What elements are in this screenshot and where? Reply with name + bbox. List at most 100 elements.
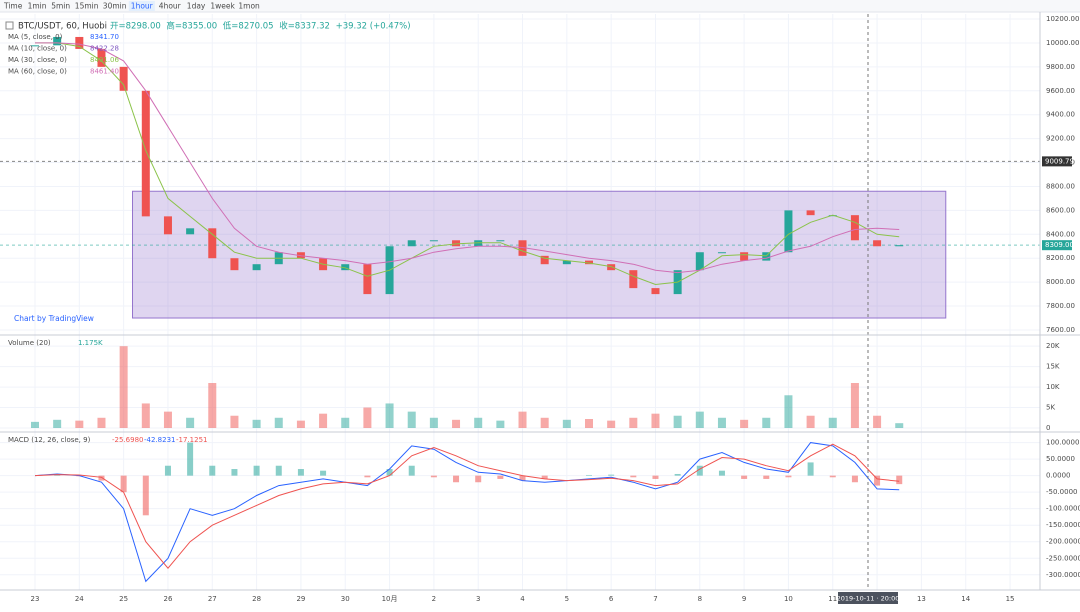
x-tick-label: 4 xyxy=(520,595,525,603)
interval-button[interactable]: 15min xyxy=(75,2,99,11)
candle xyxy=(784,210,793,253)
interval-button[interactable]: Time xyxy=(3,2,23,11)
candle xyxy=(806,210,815,216)
volume-bar xyxy=(429,417,438,428)
macd-histogram-bar xyxy=(541,475,548,479)
y-tick-label: 10200.00 xyxy=(1046,15,1079,23)
x-tick-label: 5 xyxy=(565,595,569,603)
macd-histogram-bar xyxy=(320,470,327,476)
candle xyxy=(31,45,39,47)
volume-bar xyxy=(341,417,350,428)
candle xyxy=(850,215,859,241)
plot xyxy=(0,14,1040,590)
interval-button[interactable]: 4hour xyxy=(159,2,182,11)
macd-histogram-bar xyxy=(475,475,482,483)
ma-legend-value: 8341.70 xyxy=(90,33,119,41)
crosshair-tag xyxy=(838,592,898,604)
candle xyxy=(695,252,704,271)
macd-histogram-bar xyxy=(630,475,637,478)
ohlc-value: +39.32 (+0.47%) xyxy=(336,22,411,32)
macd-histogram-bar xyxy=(851,475,858,483)
volume-bar xyxy=(208,383,217,428)
volume-bar xyxy=(252,419,261,428)
candle xyxy=(540,255,549,265)
candle xyxy=(119,66,128,91)
x-tick-label: 24 xyxy=(75,595,84,603)
x-tick-label: 3 xyxy=(476,595,480,603)
volume-bar xyxy=(496,420,505,428)
macd-histogram-bar xyxy=(785,475,792,478)
y-tick-label: 8800.00 xyxy=(1046,182,1075,190)
macd-histogram-bar xyxy=(718,470,725,476)
x-tick-label: 7 xyxy=(653,595,657,603)
x-tick-label: 10月 xyxy=(382,595,398,603)
candle xyxy=(230,258,239,271)
volume-bar xyxy=(319,413,328,428)
x-tick-label: 13 xyxy=(917,595,926,603)
price-tag-label: 9009.79 xyxy=(1045,157,1074,165)
y-tick-label: -250.0000 xyxy=(1046,554,1080,562)
candle xyxy=(97,48,106,67)
ma-legend-value: 8422.28 xyxy=(90,45,119,53)
x-tick-label: 28 xyxy=(252,595,261,603)
candle xyxy=(141,90,150,217)
volume-bar xyxy=(585,419,593,428)
macd-histogram-bar xyxy=(519,475,526,481)
volume-legend: Volume (20) xyxy=(8,339,51,347)
macd-histogram-bar xyxy=(386,469,393,476)
x-tick-label: 30 xyxy=(341,595,350,603)
macd-histogram-bar xyxy=(253,465,260,476)
macd-histogram-bar xyxy=(829,475,836,478)
macd-legend-value: -42.8231 xyxy=(144,436,175,444)
y-tick-label: 9600.00 xyxy=(1046,87,1075,95)
interval-button[interactable]: 30min xyxy=(103,2,127,11)
macd-histogram-bar xyxy=(497,475,504,479)
interval-button[interactable]: 1week xyxy=(210,2,235,11)
x-tick-label: 8 xyxy=(698,595,702,603)
price-tag-label: 8309.00 xyxy=(1045,241,1074,249)
volume-bar xyxy=(230,415,239,428)
x-tick-label: 25 xyxy=(119,595,128,603)
volume-bar xyxy=(518,411,527,428)
macd-histogram-bar xyxy=(54,474,61,476)
macd-histogram-bar xyxy=(231,469,238,476)
y-tick-label: 9200.00 xyxy=(1046,135,1075,143)
y-tick-label: -50.0000 xyxy=(1046,488,1077,496)
candle xyxy=(651,288,660,295)
volume-bar xyxy=(385,403,394,428)
volume-bar xyxy=(695,411,704,428)
x-tick-label: 23 xyxy=(31,595,40,603)
macd-histogram-bar xyxy=(608,474,615,476)
volume-bar xyxy=(629,417,638,428)
y-tick-label: -100.0000 xyxy=(1046,505,1080,513)
y-tick-label: -300.0000 xyxy=(1046,571,1080,579)
macd-histogram-bar xyxy=(98,475,105,481)
volume-bar xyxy=(119,346,128,428)
macd-histogram-bar xyxy=(586,474,592,476)
macd-histogram-bar xyxy=(408,465,415,476)
ohlc-value: 高=8355.00 xyxy=(166,21,217,32)
x-tick-label: 2 xyxy=(432,595,436,603)
labels: BTC/USDT, 60, Huobi Chart by TradingView… xyxy=(5,15,1080,604)
interval-button[interactable]: 1day xyxy=(187,2,206,11)
x-tick-label: 29 xyxy=(296,595,305,603)
candle xyxy=(407,240,416,247)
toolbar-buttons: Time 1min 5min 15min 30min 1hour 4hour 1day 1wee… xyxy=(3,1,260,11)
macd-histogram-bar xyxy=(807,462,814,476)
interval-button[interactable]: 1mon xyxy=(238,2,260,11)
ma-legend-value: 8491.06 xyxy=(90,56,119,64)
ma-legend-name: MA (10, close, 0) xyxy=(8,45,67,53)
macd-histogram-bar xyxy=(297,469,304,476)
collapse-icon[interactable] xyxy=(5,21,14,30)
macd-histogram-bar xyxy=(453,475,460,483)
interval-button[interactable]: 1hour xyxy=(131,2,154,11)
candle xyxy=(452,240,461,247)
interval-button[interactable]: 1min xyxy=(28,2,47,11)
macd-histogram-bar xyxy=(652,475,659,479)
interval-button[interactable]: 5min xyxy=(51,2,70,11)
candle xyxy=(163,216,172,235)
volume-bar xyxy=(828,417,837,428)
ohlc-value: 收=8337.32 xyxy=(279,21,330,32)
y-tick-label: 0 xyxy=(1046,424,1050,432)
